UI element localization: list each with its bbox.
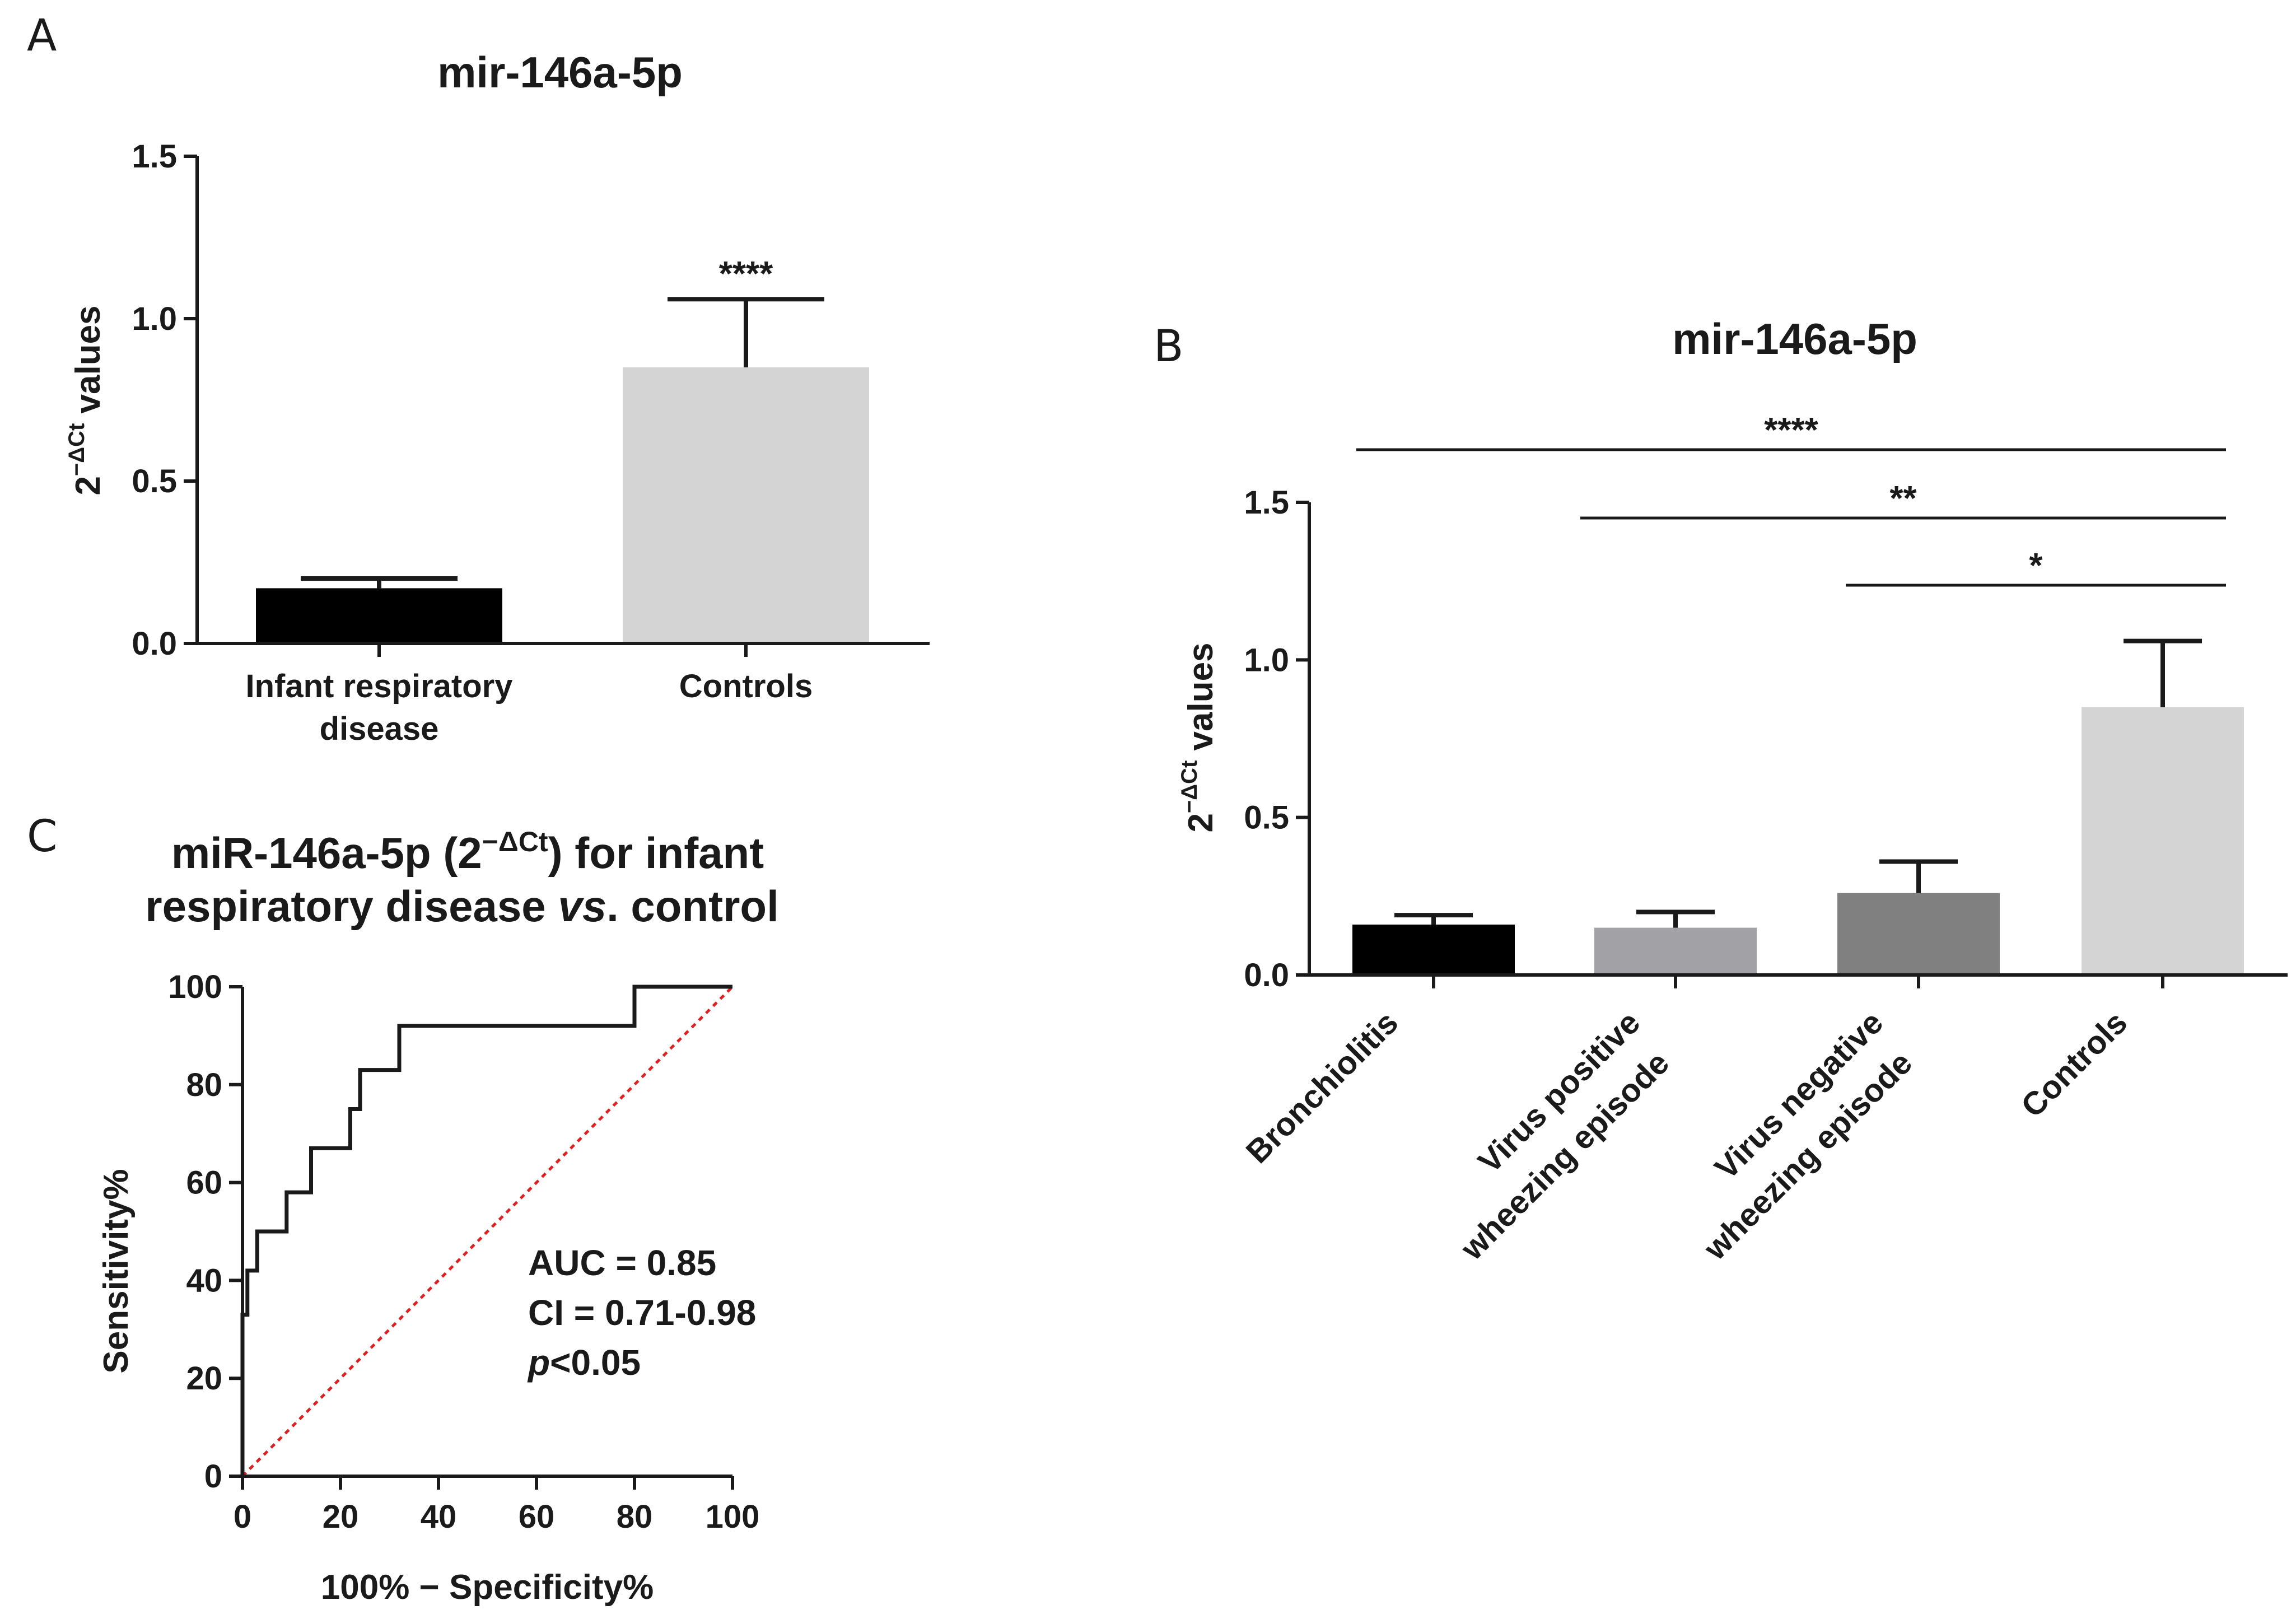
panel-a-error-bars (301, 297, 824, 589)
panel-c-axes (241, 987, 732, 1478)
panel-b-axes (1308, 502, 2288, 977)
panel-b: B mir-146a-5p 2−ΔCt values 0.00.51.01.5 … (1154, 314, 2288, 1267)
panel-b-ylabel-rest: values (1182, 642, 1220, 760)
b-bar (1594, 927, 1757, 975)
panel-c-x-tick-label: 80 (617, 1499, 653, 1535)
panel-b-comparison-lines: ******* (1356, 411, 2226, 587)
panel-a-category-label: disease (320, 711, 439, 747)
panel-a-ylabel-base: 2 (69, 476, 108, 495)
panel-b-ylabel-base: 2 (1182, 813, 1220, 832)
panel-c-title2-post: . control (606, 881, 779, 931)
a-y-tick-label: 1.0 (132, 301, 177, 337)
a-y-tick-label: 0.5 (132, 463, 177, 500)
panel-c-y-axis-label: Sensitivity% (97, 1169, 136, 1373)
a-y-tick-label: 1.5 (132, 138, 177, 175)
panel-a-y-axis-label: 2−ΔCt values (64, 305, 108, 495)
a-bar (623, 367, 869, 643)
panel-b-title: mir-146a-5p (1672, 314, 1917, 363)
panel-c: C miR-146a-5p (2−ΔCt) for infant respira… (27, 811, 779, 1607)
panel-c-plot-lines (240, 985, 734, 1477)
panel-c-x-tick-label: 20 (323, 1499, 359, 1535)
b-y-tick-label: 1.5 (1244, 484, 1289, 521)
panel-c-x-tick-label: 100 (706, 1499, 760, 1535)
panel-a-category-label: Controls (679, 668, 813, 704)
panel-a-bars (256, 367, 869, 643)
panel-c-y-tick-label: 40 (186, 1262, 222, 1299)
panel-b-letter: B (1154, 321, 1184, 372)
panel-b-ylabel-superscript: −ΔCt (1177, 760, 1202, 813)
panel-c-y-tick-label: 60 (186, 1165, 222, 1201)
panel-c-p-text: p<0.05 (527, 1342, 641, 1383)
panel-c-y-tick-label: 20 (186, 1360, 222, 1397)
panel-b-bars (1352, 707, 2244, 975)
panel-c-title-post: ) for infant (548, 828, 764, 878)
panel-c-title-line2: respiratory disease vs. control (145, 881, 779, 931)
panel-c-roc-curve (240, 985, 732, 1476)
panel-c-y-tick-label: 100 (168, 969, 222, 1005)
panel-c-title2-italic: vs (558, 881, 606, 931)
panel-a-axes (195, 156, 930, 645)
a-y-tick-label: 0.0 (132, 626, 177, 662)
panel-c-letter: C (27, 811, 57, 862)
panel-c-ci-text: CI = 0.71-0.98 (528, 1293, 756, 1333)
panel-b-y-ticks: 0.0 0.5 1.0 1.5 (1244, 484, 1309, 993)
panel-b-error-bars (1394, 638, 2202, 928)
panel-a: A mir-146a-5p 2−ΔCt values 0.00.51.01.5 … (27, 11, 930, 747)
panel-b-comparison-label: * (2029, 547, 2043, 585)
b-bar (1352, 924, 1515, 975)
panel-b-y-axis-label: 2−ΔCt values (1177, 642, 1220, 832)
panel-c-auc-text: AUC = 0.85 (528, 1243, 716, 1283)
panel-a-significance-marker: **** (719, 255, 773, 293)
panel-a-category-label: Infant respiratory (246, 668, 513, 704)
panel-a-category-labels: Infant respiratory disease Controls (246, 643, 813, 747)
panel-c-y-ticks: 0 20 40 60 80 100 (168, 969, 242, 1495)
b-y-tick-label: 0.0 (1244, 957, 1289, 993)
panel-a-title: mir-146a-5p (437, 48, 683, 97)
panel-b-category-label: Bronchiolitis (1239, 1004, 1406, 1170)
panel-a-significance: **** (719, 255, 773, 293)
panel-c-p-italic: p (527, 1342, 550, 1383)
panel-c-p-rest: <0.05 (550, 1342, 641, 1383)
panel-c-title-pre: miR-146a-5p (2 (171, 828, 482, 878)
panel-c-x-axis-label: 100% − Specificity% (321, 1568, 654, 1607)
panel-c-x-ticks: 0 20 40 60 80 100 (234, 1476, 760, 1535)
panel-a-ylabel-superscript: −ΔCt (64, 423, 89, 476)
a-bar (256, 588, 502, 643)
panel-b-comparison-label: ** (1889, 479, 1917, 518)
panel-c-x-tick-label: 60 (519, 1499, 555, 1535)
b-bar (2082, 707, 2244, 975)
panel-c-annotation: AUC = 0.85 CI = 0.71-0.98 p<0.05 (527, 1243, 756, 1383)
panel-c-title-line1: miR-146a-5p (2−ΔCt) for infant (171, 826, 764, 878)
panel-c-x-tick-label: 40 (421, 1499, 457, 1535)
b-y-tick-label: 1.0 (1244, 642, 1289, 678)
panel-c-x-tick-label: 0 (234, 1499, 251, 1535)
b-y-tick-label: 0.5 (1244, 800, 1289, 836)
panel-a-y-ticks: 0.0 0.5 1.0 1.5 (132, 138, 197, 662)
panel-c-title2-pre: respiratory disease (145, 881, 558, 931)
b-bar (1837, 893, 2000, 975)
panel-c-title-superscript: −ΔCt (482, 826, 548, 857)
panel-b-comparison-label: **** (1764, 411, 1818, 450)
panel-a-letter: A (27, 11, 57, 61)
panel-b-category-label: Controls (2014, 1004, 2135, 1125)
panel-a-ylabel-rest: values (69, 305, 108, 423)
panel-c-y-tick-label: 0 (204, 1458, 222, 1495)
panel-c-y-tick-label: 80 (186, 1067, 222, 1103)
panel-c-reference-diagonal (241, 986, 734, 1477)
